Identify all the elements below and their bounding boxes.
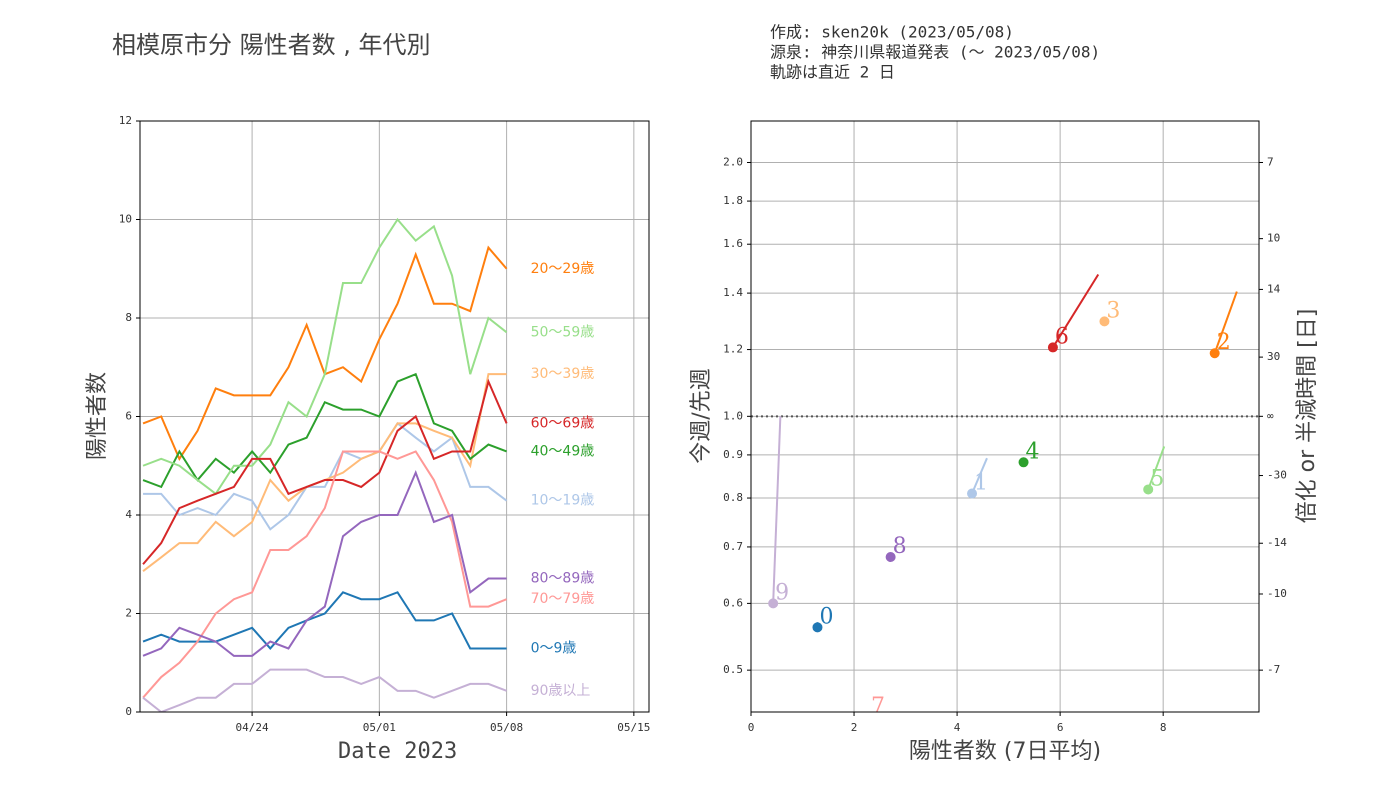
point-label: 6 xyxy=(1055,324,1069,349)
line xyxy=(142,372,507,489)
trajectory xyxy=(1147,446,1166,490)
y-tick-label: 12 xyxy=(119,114,132,127)
point-label: 3 xyxy=(1106,298,1120,323)
series-label: 50～59歳 xyxy=(531,324,595,340)
y-tick-label: 0.8 xyxy=(723,491,743,504)
y2-tick-label: -10 xyxy=(1267,587,1287,600)
y-tick-label: 0.6 xyxy=(723,596,743,609)
line xyxy=(142,217,508,496)
point-label: 9 xyxy=(775,580,789,605)
x-tick-label: 2 xyxy=(851,721,858,734)
plot-frame xyxy=(750,120,1260,713)
x-axis-label: Date 2023 xyxy=(338,739,457,764)
y2-tick-label: -30 xyxy=(1267,469,1287,482)
x-tick-label: 0 xyxy=(748,721,755,734)
point xyxy=(885,552,896,563)
y-tick-label: 6 xyxy=(125,410,132,423)
chart-title: 相模原市分 陽性者数 , 年代別 xyxy=(112,31,431,59)
x-tick-label: 05/01 xyxy=(363,721,396,734)
point xyxy=(1143,484,1154,495)
trajectory xyxy=(1213,291,1238,354)
point-label: 2 xyxy=(1217,330,1231,355)
right-plot: 0.50.60.70.80.91.01.21.41.61.82.0 7101430… xyxy=(723,120,1287,734)
plot-frame xyxy=(139,120,650,713)
y-tick-label: 1.6 xyxy=(723,237,743,250)
note: 作成: sken20k (2023/05/08) xyxy=(770,23,1014,42)
point-label: 1 xyxy=(974,470,988,495)
point xyxy=(1047,342,1058,353)
y2-tick-label: -7 xyxy=(1267,663,1280,676)
point-label: 4 xyxy=(1026,439,1040,464)
y-tick-label: 1.0 xyxy=(723,409,743,422)
y-axis-label: 今週/先週 xyxy=(689,368,714,463)
line xyxy=(143,421,508,531)
trajectory xyxy=(971,457,988,494)
point-label: 7 xyxy=(871,694,885,719)
point xyxy=(1209,348,1220,359)
x-tick-label: 04/24 xyxy=(236,721,269,734)
y-tick-label: 2.0 xyxy=(723,155,743,168)
y-tick-label: 2 xyxy=(125,607,132,620)
y-tick-label: 1.8 xyxy=(723,194,743,207)
lines xyxy=(142,217,508,712)
point xyxy=(1099,316,1110,327)
line xyxy=(142,668,507,712)
point xyxy=(868,711,870,712)
series-label: 80～89歳 xyxy=(531,571,595,587)
y2-tick-label: 14 xyxy=(1267,282,1281,295)
series-label: 40～49歳 xyxy=(531,443,595,459)
trajectory xyxy=(772,416,782,604)
y2-tick-label: -14 xyxy=(1267,536,1287,549)
line xyxy=(142,378,508,565)
x-tick-label: 05/15 xyxy=(617,721,650,734)
x-tick-label: 05/08 xyxy=(490,721,523,734)
y2-tick-label: ∞ xyxy=(1267,409,1274,422)
points: 0 1 2 3 4 5 6 7 8 9 xyxy=(768,273,1238,719)
x-axis-label: 陽性者数 (7日平均) xyxy=(909,739,1101,764)
y-tick-label: 1.2 xyxy=(723,343,743,356)
point xyxy=(1018,457,1029,468)
series-label: 70～79歳 xyxy=(531,591,595,607)
series-label: 20～29歳 xyxy=(531,261,595,277)
point xyxy=(768,598,779,609)
x-tick-label: 6 xyxy=(1057,721,1064,734)
y-tick-label: 10 xyxy=(119,213,132,226)
line xyxy=(142,469,507,657)
y2-tick-label: 30 xyxy=(1267,350,1280,363)
point-label: 5 xyxy=(1150,466,1164,491)
point-label: 0 xyxy=(819,604,833,629)
note: 源泉: 神奈川県報道発表 (～ 2023/05/08) xyxy=(770,43,1100,62)
series-label: 10～19歳 xyxy=(531,493,595,509)
x-tick-label: 8 xyxy=(1160,721,1167,734)
y2-axis-label: 倍化 or 半減時間 [日] xyxy=(1295,309,1320,524)
y-tick-label: 0.7 xyxy=(723,540,743,553)
y-tick-label: 0.5 xyxy=(723,663,743,676)
series-label: 30～39歳 xyxy=(531,366,595,382)
line xyxy=(142,591,507,650)
point xyxy=(967,488,978,499)
trajectory xyxy=(1052,273,1100,348)
y-tick-label: 8 xyxy=(125,311,132,324)
y2-tick-label: 7 xyxy=(1267,155,1274,168)
x-tick-label: 4 xyxy=(954,721,961,734)
y-tick-label: 0.9 xyxy=(723,448,743,461)
point xyxy=(812,622,823,633)
series-label: 90歳以上 xyxy=(531,683,591,699)
series-label: 60～69歳 xyxy=(531,415,595,431)
y-tick-label: 4 xyxy=(125,508,132,521)
line xyxy=(142,450,507,699)
note: 軌跡は直近 2 日 xyxy=(770,63,895,82)
left-plot: 0 2 4 6 8 10 12 04/24 05/01 05/08 05/15 20～29歳 50～59… xyxy=(119,114,651,734)
y2-tick-label: 10 xyxy=(1267,232,1280,245)
point-label: 8 xyxy=(893,534,907,559)
y-tick-label: 0 xyxy=(125,705,132,718)
y-axis-label: 陽性者数 xyxy=(85,372,110,460)
series-label: 0～9歳 xyxy=(531,640,577,656)
y-tick-label: 1.4 xyxy=(723,286,743,299)
